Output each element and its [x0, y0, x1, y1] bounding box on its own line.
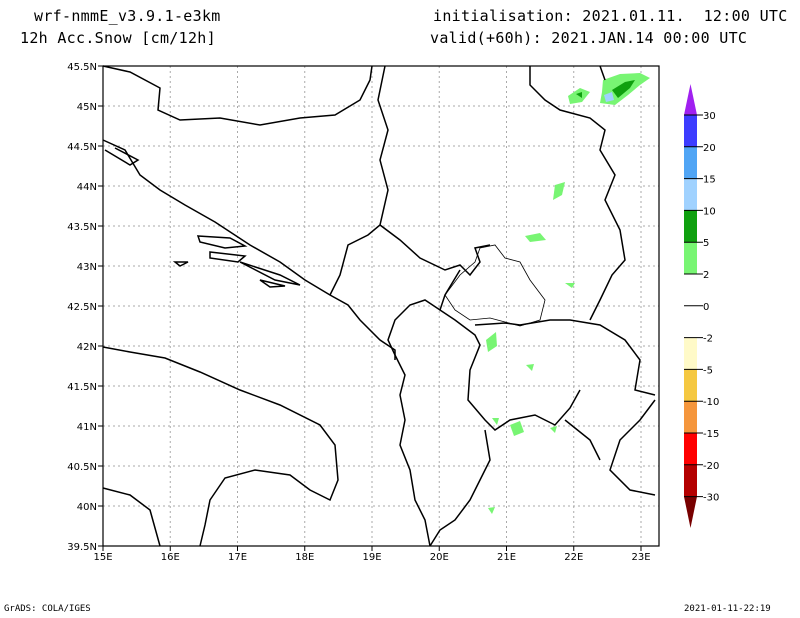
lon-label: 23E	[631, 552, 650, 563]
lat-label: 40.5N	[67, 462, 97, 473]
coastlines-borders	[102, 65, 656, 547]
snow-patch	[604, 92, 614, 102]
field-title: 12h Acc.Snow [cm/12h]	[20, 29, 216, 47]
snow-patches	[486, 73, 650, 514]
colorbar-label: 20	[703, 143, 716, 154]
colorbar-top-arrow	[684, 84, 697, 115]
lat-label: 45N	[77, 102, 97, 113]
snow-patch	[565, 283, 575, 288]
colorbar-label: 30	[703, 111, 716, 122]
colorbar-segment	[684, 178, 697, 211]
lat-label: 43N	[77, 262, 97, 273]
colorbar-bottom-arrow	[684, 496, 697, 528]
plot-timestamp: 2021-01-11-22:19	[684, 604, 771, 614]
lon-label: 16E	[161, 552, 180, 563]
colorbar-label: -15	[703, 429, 719, 440]
colorbar-label: 15	[703, 175, 716, 186]
model-title: wrf-nmmE_v3.9.1-e3km	[34, 7, 221, 25]
snow-patch	[486, 332, 497, 352]
lat-label: 42.5N	[67, 302, 97, 313]
snow-patch	[550, 426, 557, 433]
colorbar-segment	[684, 146, 697, 179]
snow-patch	[526, 364, 534, 371]
snow-patch	[510, 421, 524, 436]
colorbar-label: 2	[703, 270, 709, 281]
lat-label: 45.5N	[67, 62, 97, 73]
snow-patch	[576, 92, 582, 98]
colorbar-segment	[684, 433, 697, 465]
lat-label: 44N	[77, 182, 97, 193]
map-frame	[102, 65, 660, 547]
colorbar-segment	[684, 115, 697, 147]
colorbar-label: -10	[703, 397, 719, 408]
colorbar-segment	[684, 464, 697, 497]
colorbar-segment	[684, 305, 697, 338]
colorbar-label: -2	[703, 334, 713, 345]
snow-patch	[612, 80, 635, 98]
colorbar-label: 10	[703, 206, 716, 217]
lat-label: 42N	[77, 342, 97, 353]
colorbar-label: 0	[703, 302, 709, 313]
kosovo-border	[444, 244, 546, 327]
colorbar-segment	[684, 274, 697, 306]
snow-patch	[488, 507, 495, 514]
lon-label: 19E	[362, 552, 381, 563]
lat-label: 44.5N	[67, 142, 97, 153]
lon-label: 15E	[93, 552, 112, 563]
latitude-labels: 45.5N 45N 44.5N 44N 43.5N 43N 42.5N 42N 41.5N 41N…	[67, 62, 103, 553]
colorbar-label: -30	[703, 493, 719, 504]
colorbar-label: -5	[703, 365, 713, 376]
colorbar-segment	[684, 337, 697, 370]
grads-credit: GrADS: COLA/IGES	[4, 604, 91, 614]
longitude-labels: 15E 16E 17E 18E 19E 20E 21E 22E 23E	[93, 546, 651, 563]
colorbar-label: -20	[703, 461, 719, 472]
lat-label: 39.5N	[67, 542, 97, 553]
gridlines	[103, 66, 659, 546]
colorbar-segment	[684, 242, 697, 274]
lon-label: 20E	[430, 552, 449, 563]
colorbar-segment	[684, 401, 697, 433]
lon-label: 17E	[228, 552, 247, 563]
snow-patch	[492, 418, 499, 425]
lat-label: 43.5N	[67, 222, 97, 233]
colorbar-segment	[684, 210, 697, 243]
lon-label: 18E	[295, 552, 314, 563]
colorbar-segment	[684, 369, 697, 402]
valid-time: valid(+60h): 2021.JAN.14 00:00 UTC	[430, 29, 748, 47]
snow-patch	[525, 233, 546, 242]
lat-label: 41N	[77, 422, 97, 433]
colorbar-label: 5	[703, 238, 709, 249]
lon-label: 22E	[564, 552, 583, 563]
snow-patch	[553, 182, 565, 200]
lon-label: 21E	[497, 552, 516, 563]
initialisation-time: initialisation: 2021.01.11. 12:00 UTC	[433, 7, 788, 25]
lat-label: 41.5N	[67, 382, 97, 393]
lat-label: 40N	[77, 502, 97, 513]
